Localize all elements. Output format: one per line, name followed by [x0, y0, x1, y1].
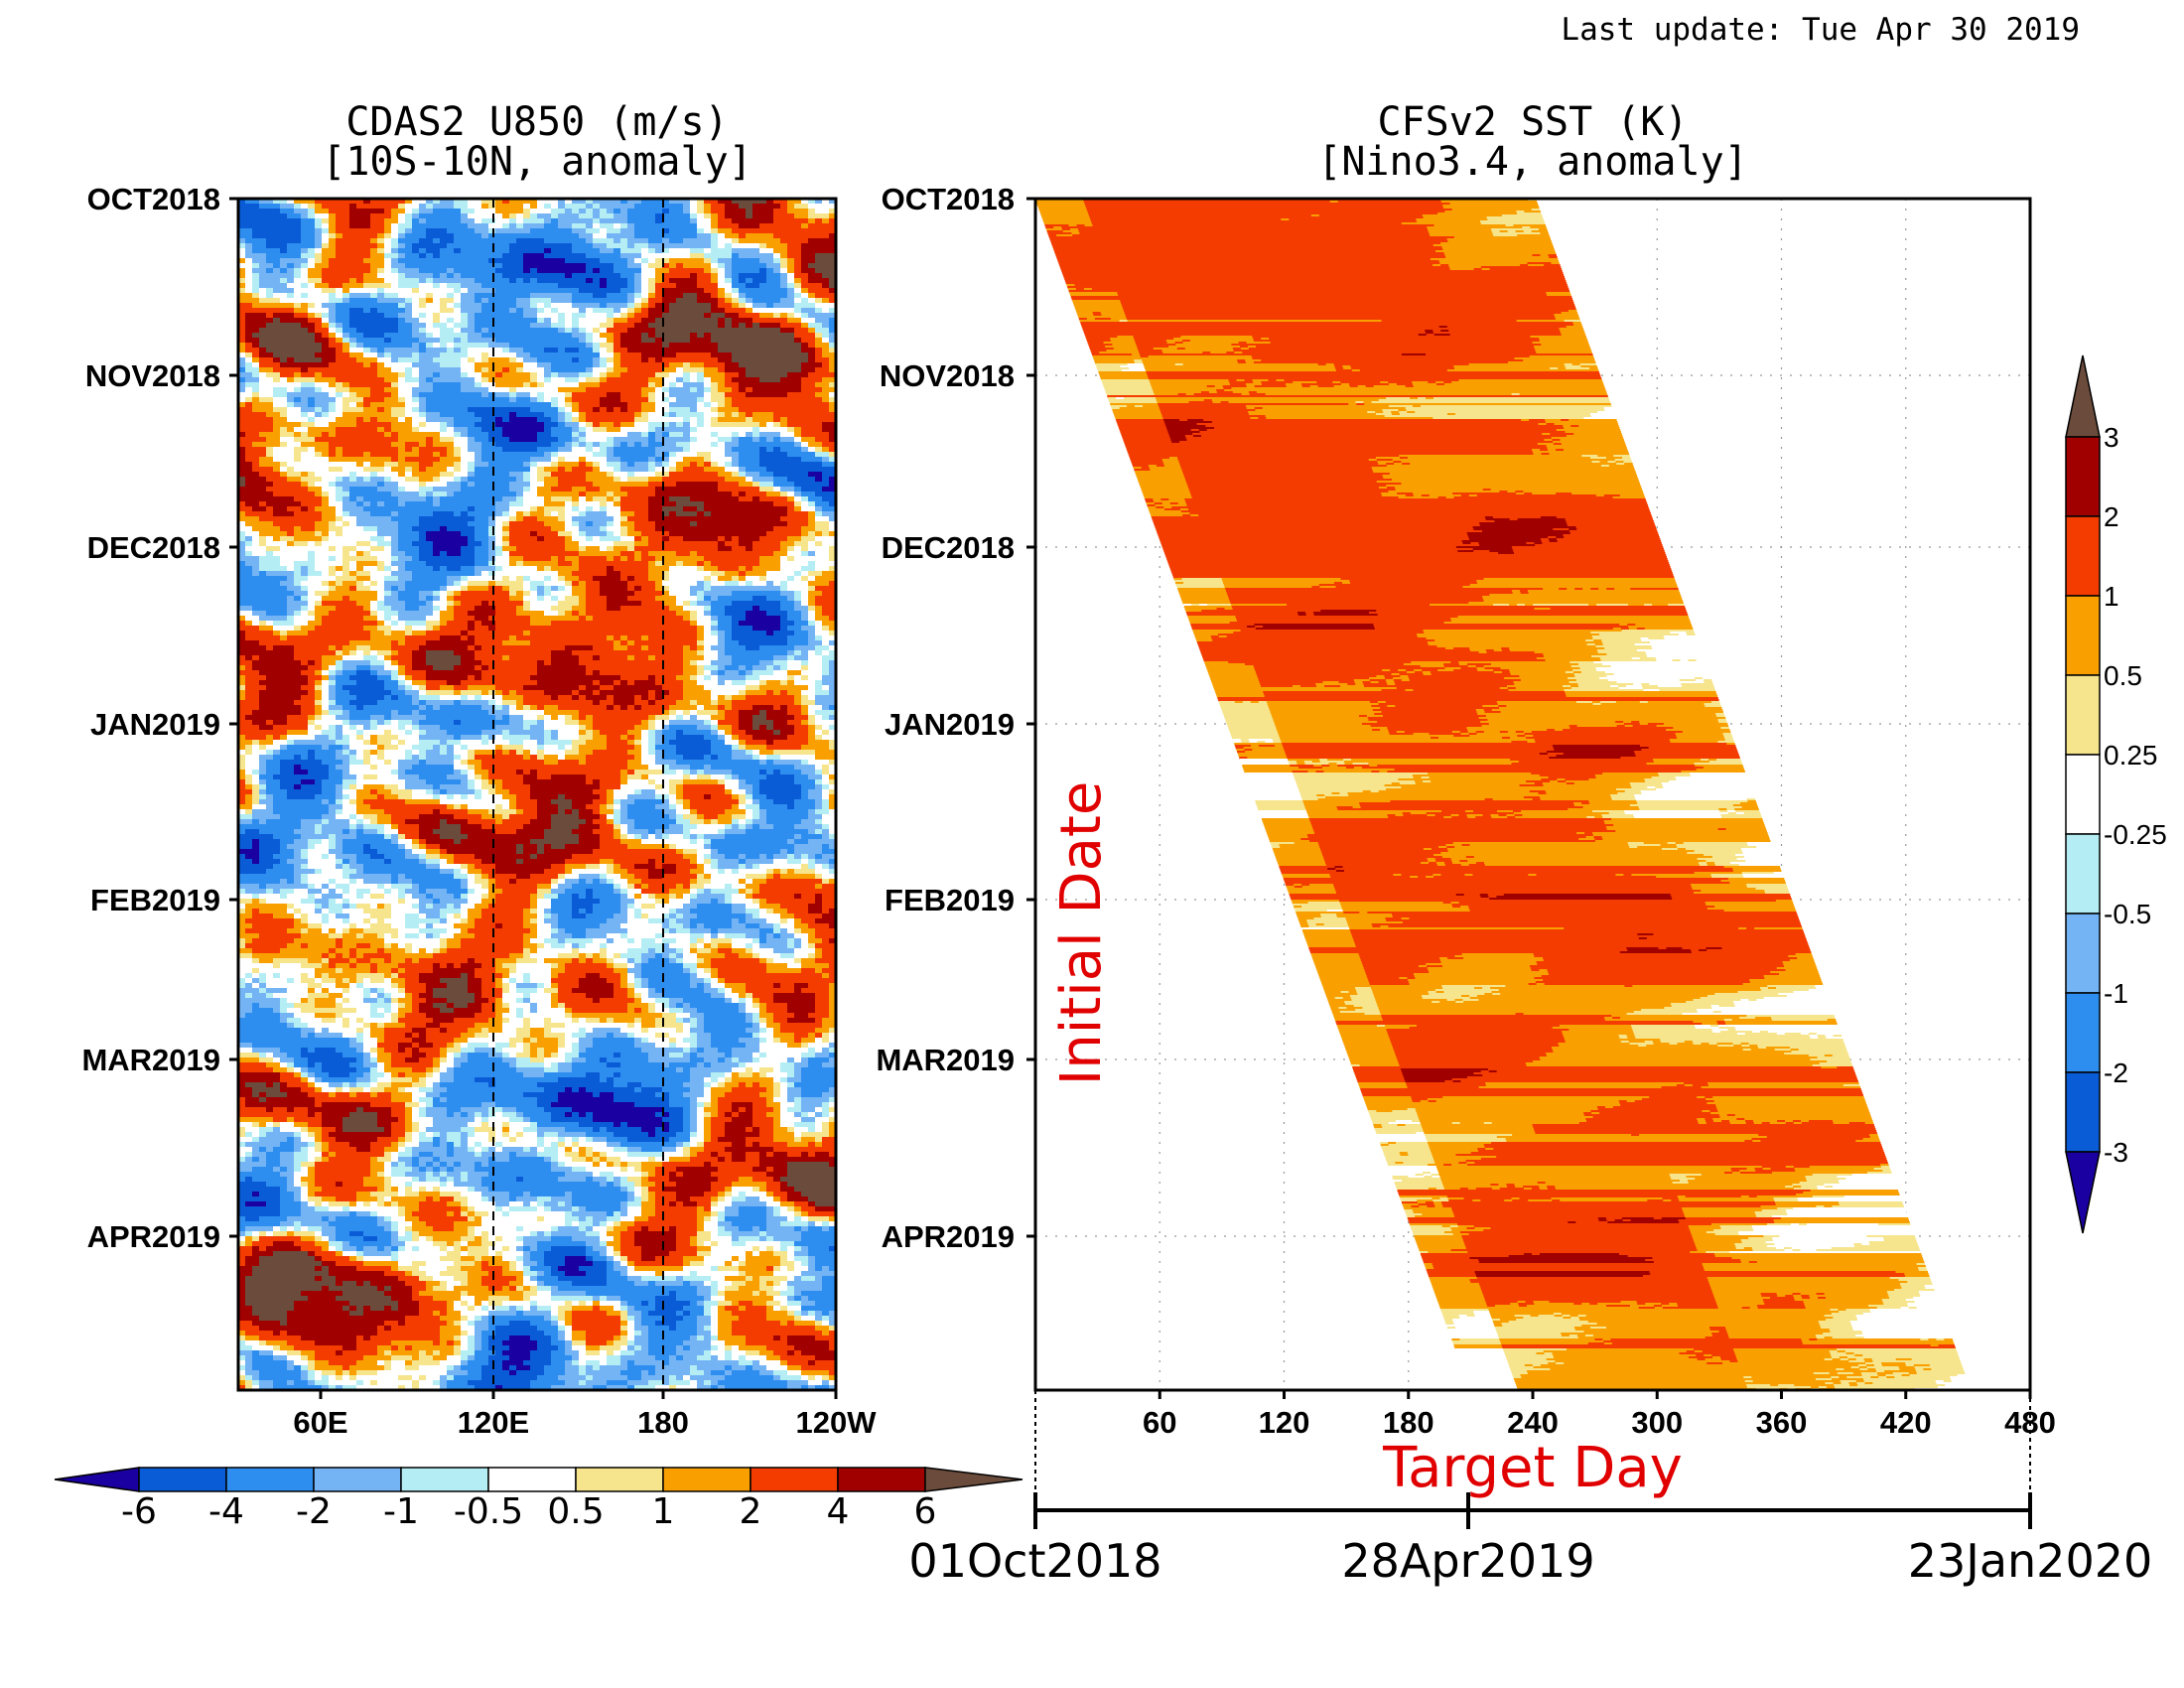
colorbar-bin	[2065, 992, 2101, 1073]
initial-date-label: Initial Date	[1049, 781, 1114, 1086]
colorbar-label: 0.5	[2104, 660, 2142, 691]
colorbar-label: 2	[2104, 501, 2119, 532]
right-y-tick-label: APR2019	[882, 1219, 1015, 1254]
colorbar-label: 2	[740, 1491, 762, 1532]
colorbar-high-arrow	[924, 1467, 1024, 1492]
left-y-tick-label: APR2019	[87, 1219, 220, 1254]
sst-anomaly-field	[1035, 199, 1972, 1390]
right-chart-title: CFSv2 SST (K)	[1377, 99, 1688, 145]
colorbar-bin	[575, 1467, 664, 1492]
left-y-axis: OCT2018 NOV2018 DEC2018 JAN2019 FEB2019 MAR20…	[81, 182, 238, 1254]
sst-colorbar: 3 2 1 0.5 0.25 -0.25 -0.5 -1 -2 -3	[2065, 354, 2167, 1234]
left-x-tick-label: 180	[637, 1405, 689, 1440]
colorbar-bin	[2065, 436, 2101, 517]
left-plot-frame	[236, 197, 838, 1392]
right-x-tick-label: 420	[1880, 1405, 1932, 1440]
colorbar-bin	[225, 1467, 315, 1492]
right-y-tick-label: DEC2018	[882, 530, 1015, 565]
reference-lines	[492, 199, 664, 1390]
colorbar-bin	[662, 1467, 751, 1492]
left-y-tick-label: FEB2019	[90, 883, 220, 917]
colorbar-label: 1	[2104, 581, 2119, 612]
left-y-tick-label: DEC2018	[87, 530, 220, 565]
colorbar-label: -0.5	[454, 1491, 523, 1532]
colorbar-low-arrow	[54, 1467, 140, 1492]
colorbar-bin	[2065, 674, 2101, 756]
colorbar-bin	[2065, 833, 2101, 914]
right-x-tick-label: 180	[1383, 1405, 1434, 1440]
calendar-date-axis: 01Oct2018 28Apr2019 23Jan2020	[908, 1390, 2152, 1588]
colorbar-label: 3	[2104, 422, 2119, 453]
left-x-tick-label: 120E	[458, 1405, 529, 1440]
right-x-tick-label: 60	[1143, 1405, 1176, 1440]
right-y-tick-label: FEB2019	[885, 883, 1015, 917]
right-y-tick-label: JAN2019	[885, 707, 1015, 742]
colorbar-bin	[2065, 1071, 2101, 1153]
colorbar-label: 6	[914, 1491, 937, 1532]
right-y-tick-label: NOV2018	[880, 358, 1015, 393]
colorbar-label: -1	[383, 1491, 419, 1532]
colorbar-bin	[2065, 913, 2101, 994]
colorbar-bin	[313, 1467, 402, 1492]
colorbar-label: -1	[2104, 978, 2128, 1009]
left-x-axis: 60E 120E 180 120W	[293, 1390, 877, 1440]
right-y-tick-label: MAR2019	[876, 1043, 1015, 1077]
colorbar-label: -0.5	[2104, 899, 2151, 929]
date-axis-label: 23Jan2020	[1908, 1534, 2153, 1588]
last-update-text: Last update: Tue Apr 30 2019	[1561, 12, 2080, 48]
right-y-axis: OCT2018 NOV2018 DEC2018 JAN2019 FEB2019 MAR20…	[876, 182, 1035, 1254]
left-x-tick-label: 120W	[796, 1405, 878, 1440]
colorbar-low-arrow	[2065, 1151, 2101, 1234]
colorbar-high-arrow	[2065, 354, 2101, 438]
left-x-tick-label: 60E	[293, 1405, 347, 1440]
left-y-tick-label: NOV2018	[85, 358, 220, 393]
colorbar-bin	[750, 1467, 839, 1492]
right-y-tick-label: OCT2018	[882, 182, 1015, 216]
right-panel: CFSv2 SST (K) [Nino3.4, anomaly] OCT2018…	[876, 99, 2166, 1588]
left-panel: CDAS2 U850 (m/s) [10S-10N, anomaly] OCT2…	[54, 99, 1024, 1532]
colorbar-bin	[2065, 595, 2101, 676]
colorbar-label: -6	[121, 1491, 157, 1532]
colorbar-label: -2	[296, 1491, 332, 1532]
target-day-label: Target Day	[1382, 1436, 1683, 1500]
left-y-tick-label: MAR2019	[81, 1043, 220, 1077]
right-x-tick-label: 300	[1631, 1405, 1683, 1440]
colorbar-bin	[487, 1467, 577, 1492]
colorbar-label: -0.25	[2104, 819, 2167, 850]
colorbar-label: -2	[2104, 1057, 2128, 1088]
colorbar-label: 0.5	[547, 1491, 604, 1532]
colorbar-label: -3	[2104, 1137, 2128, 1168]
left-chart-subtitle: [10S-10N, anomaly]	[322, 139, 751, 185]
u850-anomaly-field	[238, 199, 836, 1390]
left-y-tick-label: JAN2019	[90, 707, 220, 742]
colorbar-bin	[2065, 515, 2101, 597]
colorbar-label: 4	[827, 1491, 850, 1532]
colorbar-label: 0.25	[2104, 740, 2158, 771]
colorbar-bin	[837, 1467, 926, 1492]
left-chart-title: CDAS2 U850 (m/s)	[345, 99, 728, 145]
right-chart-subtitle: [Nino3.4, anomaly]	[1317, 139, 1747, 185]
u850-colorbar: -6 -4 -2 -1 -0.5 0.5 1 2 4 6	[54, 1467, 1024, 1532]
colorbar-bin	[138, 1467, 227, 1492]
date-axis-label: 28Apr2019	[1341, 1534, 1594, 1588]
right-x-axis: 60 120 180 240 300 360 420 480	[1143, 1390, 2056, 1440]
right-x-tick-label: 240	[1507, 1405, 1559, 1440]
colorbar-bin	[400, 1467, 489, 1492]
colorbar-bin	[2065, 754, 2101, 835]
date-axis-label: 01Oct2018	[908, 1534, 1161, 1588]
right-x-tick-label: 120	[1259, 1405, 1310, 1440]
left-y-tick-label: OCT2018	[87, 182, 220, 216]
colorbar-label: -4	[208, 1491, 244, 1532]
right-x-tick-label: 360	[1756, 1405, 1808, 1440]
colorbar-label: 1	[652, 1491, 675, 1532]
